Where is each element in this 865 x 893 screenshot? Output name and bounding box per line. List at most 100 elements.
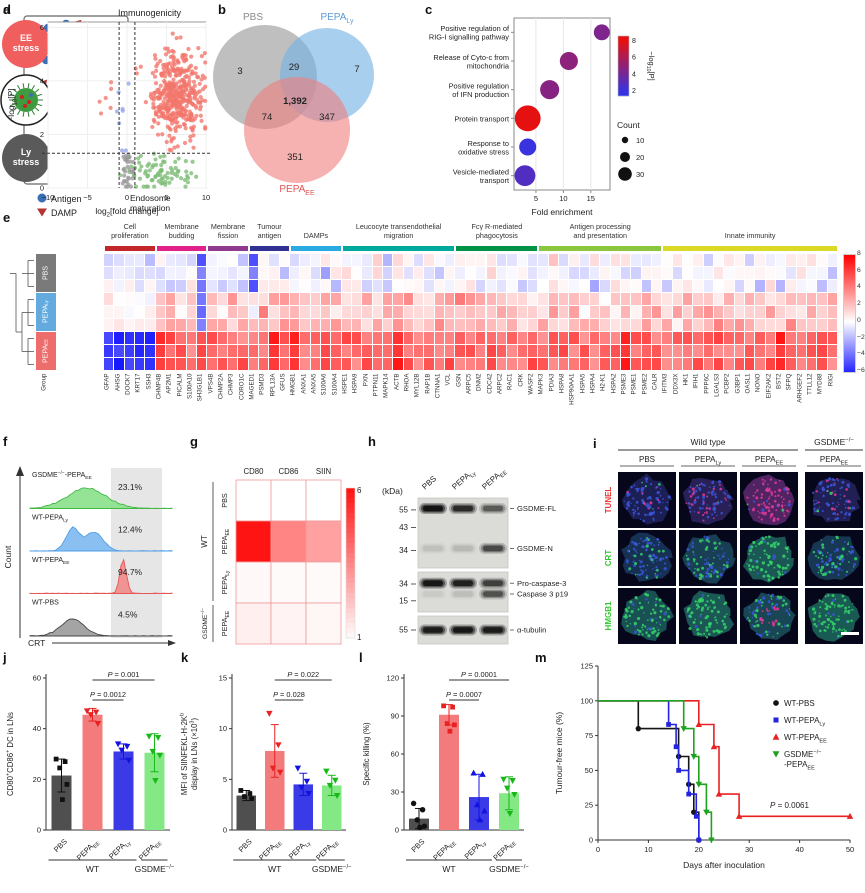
heatmap-cell [610, 267, 620, 279]
heatmap-cell [569, 254, 579, 266]
heatmap-cell [186, 306, 197, 318]
heatmap-cell [734, 267, 744, 279]
gene-label: RHOA [403, 373, 411, 392]
gene-label: ARPC5 [465, 373, 473, 395]
heatmap-cell [300, 345, 310, 357]
heatmap-cell [507, 267, 517, 279]
heatmap-cell [331, 306, 341, 318]
svg-text:P = 0.0012: P = 0.0012 [90, 690, 126, 699]
heatmap-cell [135, 267, 145, 279]
heatmap-cell [104, 319, 114, 331]
heatmap-cell [476, 293, 486, 305]
heatmap-cell [383, 332, 393, 344]
heatmap-cell [827, 254, 837, 266]
panel-g: g CD80 CD86 SIIN PBS PEPAEE PEPALy PEPAEE WT GSD… [180, 432, 362, 648]
heatmap-cell [682, 319, 693, 331]
heatmap-cell [352, 358, 362, 370]
gene-label: GSN [455, 373, 463, 387]
svg-text:34: 34 [399, 546, 408, 555]
heatmap-cell [393, 319, 403, 331]
svg-text:P = 0.0001: P = 0.0001 [461, 670, 497, 679]
heatmap-cell [817, 254, 827, 266]
heatmap-cell [600, 358, 610, 370]
panel-e: e Cell proliferation Membrane budding Membra… [0, 200, 865, 432]
heatmap-cell [207, 345, 217, 357]
heatmap-cell [786, 319, 796, 331]
heatmap-cell [631, 332, 641, 344]
e-colorbar-tick: 4 [857, 283, 861, 291]
svg-text:WT-PEPALy: WT-PEPALy [32, 515, 69, 524]
heatmap-cell [610, 254, 620, 266]
heatmap-cell [486, 254, 496, 266]
heatmap-cell [610, 332, 620, 344]
heatmap-cell [290, 345, 300, 357]
gene-label: KRT17 [134, 373, 142, 393]
heatmap-cell [197, 358, 207, 370]
heatmap-cell [693, 358, 703, 370]
heatmap-cell [279, 280, 290, 292]
svg-text:50: 50 [585, 766, 593, 775]
svg-text:0: 0 [37, 826, 41, 835]
gene-label: S100A4 [331, 373, 339, 396]
heatmap-cell [145, 267, 155, 279]
svg-text:55: 55 [399, 505, 408, 514]
heatmap-cell [569, 345, 579, 357]
gene-label: SH3GLB1 [196, 373, 204, 402]
heatmap-cell [197, 293, 207, 305]
svg-text:(kDa): (kDa) [382, 486, 403, 496]
svg-text:MFI of SIINFEKL-H-2Kb: MFI of SIINFEKL-H-2Kb [180, 713, 189, 795]
heatmap-cell [310, 267, 321, 279]
heatmap-cell [558, 345, 569, 357]
heatmap-cell [424, 254, 434, 266]
heatmap-cell [352, 306, 362, 318]
category-label: Innate immunity [724, 231, 776, 240]
heatmap-cell [796, 345, 806, 357]
gene-label: HSPA8 [558, 373, 566, 394]
heatmap-cell [279, 306, 290, 318]
panel-l-label: l [359, 650, 363, 665]
heatmap-cell [145, 332, 155, 344]
tissue-image [805, 472, 863, 528]
heatmap-cell [259, 345, 269, 357]
gene-label: MAPK14 [382, 373, 390, 398]
svg-text:5: 5 [164, 193, 168, 202]
heatmap-cell [631, 293, 641, 305]
heatmap-cell [662, 345, 672, 357]
svg-text:90: 90 [391, 712, 399, 721]
heatmap-cell [352, 254, 362, 266]
heatmap-cell [476, 345, 486, 357]
svg-text:WT: WT [86, 864, 99, 874]
heatmap-cell [300, 306, 310, 318]
heatmap-cell [507, 319, 517, 331]
heatmap-cell [424, 332, 434, 344]
heatmap-cell [465, 319, 476, 331]
category-label: Membrane budding [164, 222, 199, 240]
heatmap-cell [496, 254, 507, 266]
e-colorbar-tick: −4 [857, 350, 865, 358]
heatmap-cell [155, 280, 166, 292]
tissue-image [618, 530, 676, 586]
heatmap-cell [796, 254, 806, 266]
heatmap-cell [166, 332, 176, 344]
heatmap-cell [744, 332, 755, 344]
svg-text:4: 4 [632, 71, 636, 78]
heatmap-cell [817, 293, 827, 305]
heatmap-cell [290, 293, 300, 305]
heatmap-cell [259, 332, 269, 344]
heatmap-cell [300, 280, 310, 292]
heatmap-cell [445, 267, 455, 279]
svg-text:12.4%: 12.4% [118, 525, 143, 535]
heatmap-cell [558, 280, 569, 292]
heatmap-cell [197, 306, 207, 318]
svg-text:7: 7 [354, 64, 359, 75]
heatmap-cell [403, 358, 414, 370]
heatmap-cell [228, 332, 238, 344]
heatmap-cell [145, 345, 155, 357]
heatmap-cell [331, 280, 341, 292]
heatmap-cell [217, 306, 228, 318]
svg-text:Count: Count [3, 545, 13, 568]
heatmap-cell [538, 319, 548, 331]
heatmap-cell [527, 267, 538, 279]
heatmap-cell [651, 319, 662, 331]
panel-f: f Count GSDME−/−-PEPAEE 23.1% WT-PEPALy 12.4… [0, 432, 180, 648]
